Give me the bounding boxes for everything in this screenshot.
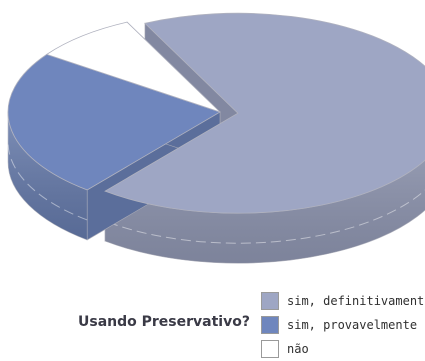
legend-label: sim, provavelmente [287, 318, 418, 332]
legend-item-provavelmente: sim, provavelmente [261, 313, 425, 337]
pie-chart [7, 12, 425, 264]
question-label: Usando Preservativo? [78, 314, 250, 330]
legend: sim, definitivamente sim, provavelmente … [261, 289, 425, 361]
slice-top-provavelmente [7, 53, 221, 191]
slice-side-shade [105, 160, 425, 264]
slice-rim-band [7, 141, 88, 221]
legend-item-definitivamente: sim, definitivamente [261, 289, 425, 313]
legend-swatch [261, 340, 279, 358]
slice-side-shade [8, 112, 88, 240]
legend-label: não [287, 342, 309, 356]
pie-tops [7, 12, 425, 214]
slice-top-nao [45, 21, 221, 113]
slice-rim-band [104, 189, 425, 244]
legend-label: sim, definitivamente [287, 294, 425, 308]
legend-item-nao: não [261, 337, 425, 361]
legend-swatch [261, 316, 279, 334]
slice-top-definitivamente [104, 12, 425, 214]
legend-swatch [261, 292, 279, 310]
